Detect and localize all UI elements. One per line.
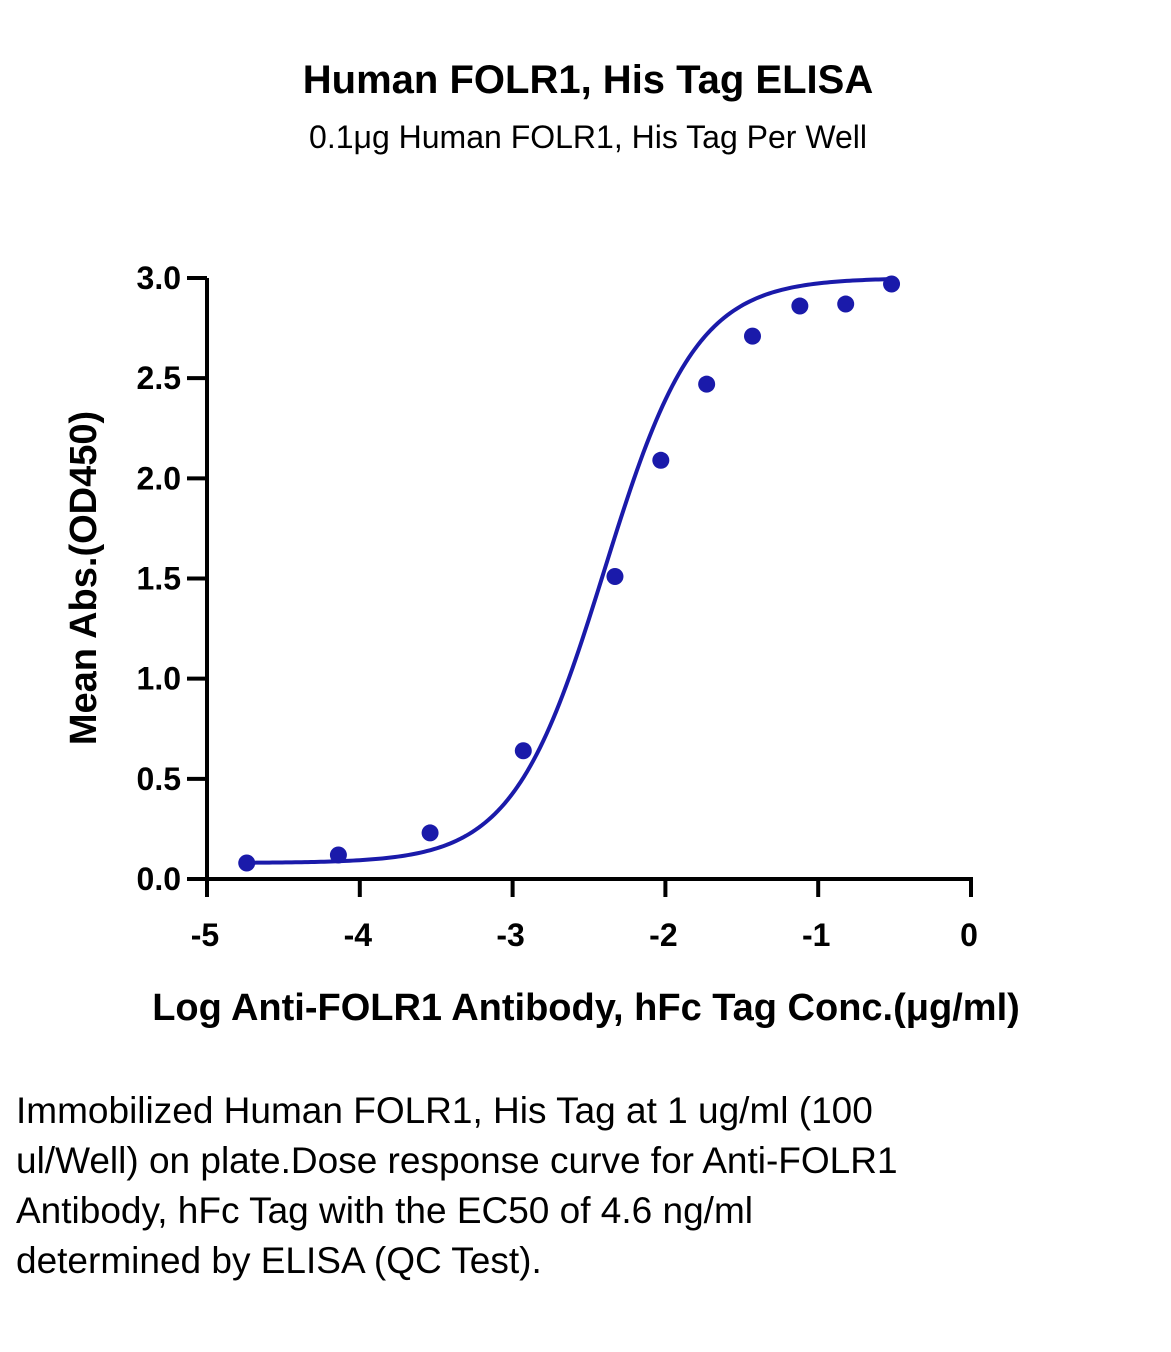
data-point [606, 567, 624, 585]
x-tick-label: -2 [649, 917, 677, 953]
elisa-chart: Human FOLR1, His Tag ELISA 0.1μg Human F… [63, 58, 1020, 1029]
data-points [238, 275, 901, 872]
y-tick-label: 0.0 [137, 861, 181, 897]
y-axis-label: Mean Abs.(OD450) [63, 411, 105, 745]
axes [205, 278, 973, 881]
x-axis-ticks: -5 -4 -3 -2 -1 0 [191, 879, 978, 953]
y-tick-label: 2.5 [137, 360, 181, 396]
data-point [238, 854, 256, 872]
data-point [329, 846, 347, 864]
x-axis-label: Log Anti-FOLR1 Antibody, hFc Tag Conc.(μ… [152, 987, 1020, 1029]
data-point [743, 327, 761, 345]
y-tick-label: 1.5 [137, 561, 181, 597]
chart-subtitle: 0.1μg Human FOLR1, His Tag Per Well [309, 119, 867, 155]
y-tick-label: 1.0 [137, 661, 181, 697]
x-tick-label: -4 [344, 917, 373, 953]
x-tick-label: -5 [191, 917, 219, 953]
figure-caption: Immobilized Human FOLR1, His Tag at 1 ug… [16, 1090, 898, 1281]
y-tick-label: 3.0 [137, 260, 181, 296]
data-point [652, 451, 670, 469]
x-tick-label: -1 [802, 917, 830, 953]
data-point [837, 295, 855, 313]
y-tick-label: 2.0 [137, 460, 181, 496]
y-tick-label: 0.5 [137, 761, 181, 797]
x-tick-label: -3 [496, 917, 524, 953]
fit-curve [246, 277, 892, 865]
chart-title: Human FOLR1, His Tag ELISA [303, 58, 873, 102]
data-point [698, 375, 716, 393]
data-point [791, 297, 809, 315]
y-axis-ticks: 0.0 0.5 1.0 1.5 2.0 2.5 3.0 [137, 260, 207, 897]
x-tick-label: 0 [960, 917, 978, 953]
data-point [514, 742, 532, 760]
data-point [883, 275, 901, 293]
data-point [421, 824, 439, 842]
